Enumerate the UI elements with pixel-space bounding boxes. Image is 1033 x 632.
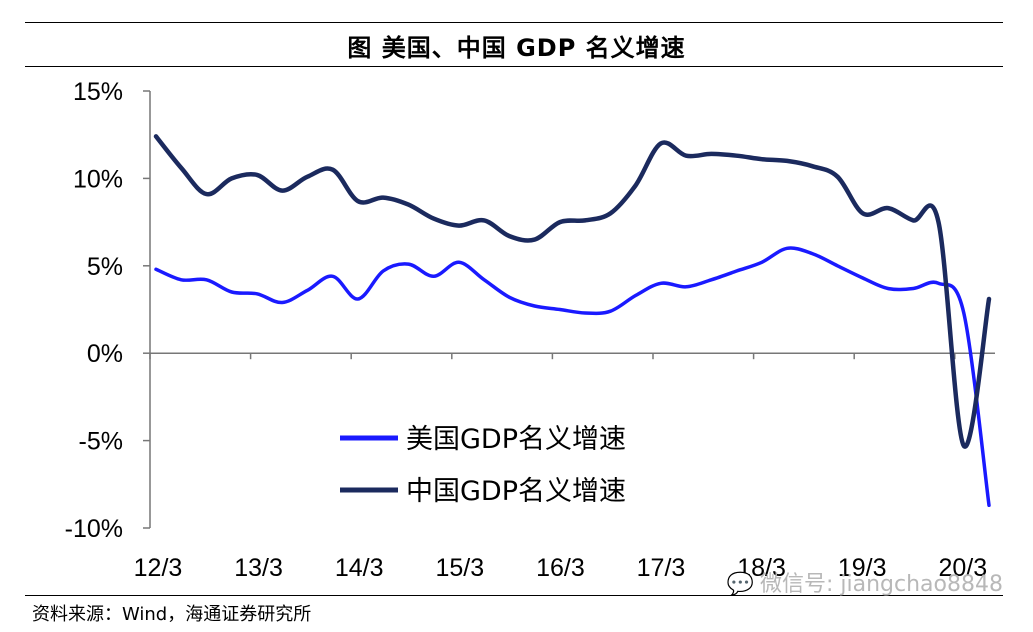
x-tick-label: 14/3 (335, 554, 384, 582)
x-tick-label: 20/3 (938, 554, 987, 582)
y-tick-label: -10% (65, 515, 123, 543)
watermark: 💬 微信号: jiangchao8848 (727, 566, 1003, 598)
top-rule (25, 22, 1003, 23)
x-tick-label: 19/3 (838, 554, 887, 582)
y-tick-label: -5% (79, 428, 123, 456)
legend-label-us: 美国GDP名义增速 (406, 424, 626, 455)
x-tick-label: 15/3 (435, 554, 484, 582)
wechat-icon: 💬 (726, 572, 754, 597)
chart-title: 图 美国、中国 GDP 名义增速 (347, 34, 686, 62)
series-line-china (153, 134, 992, 449)
title-rule (25, 66, 1003, 67)
y-axis: 15% 10% 5% 0% -5% -10% (65, 78, 151, 543)
x-tick-label: 18/3 (737, 554, 786, 582)
x-axis: 12/3 13/3 14/3 15/3 16/3 17/3 18/3 19/3 20/3 (134, 352, 995, 582)
x-tick-label: 16/3 (536, 554, 585, 582)
y-tick-label: 15% (73, 78, 123, 106)
y-tick-label: 10% (73, 165, 123, 193)
bottom-rule (25, 595, 1003, 596)
y-tick-label: 0% (87, 340, 123, 368)
x-tick-label: 12/3 (134, 554, 183, 582)
series-line-us (154, 246, 991, 508)
y-tick-label: 5% (87, 253, 123, 281)
legend-label-china: 中国GDP名义增速 (406, 476, 626, 507)
x-tick-label: 17/3 (637, 554, 686, 582)
series-lines (153, 134, 992, 508)
x-tick-label: 13/3 (234, 554, 283, 582)
line-chart: 15% 10% 5% 0% -5% -10% 12/3 13/3 14/3 15/3 16/3 17… (65, 78, 995, 582)
source-note: 资料来源：Wind，海通证券研究所 (32, 604, 312, 625)
watermark-text: 微信号: jiangchao8848 (760, 572, 1003, 597)
legend: 美国GDP名义增速 中国GDP名义增速 (340, 424, 626, 507)
